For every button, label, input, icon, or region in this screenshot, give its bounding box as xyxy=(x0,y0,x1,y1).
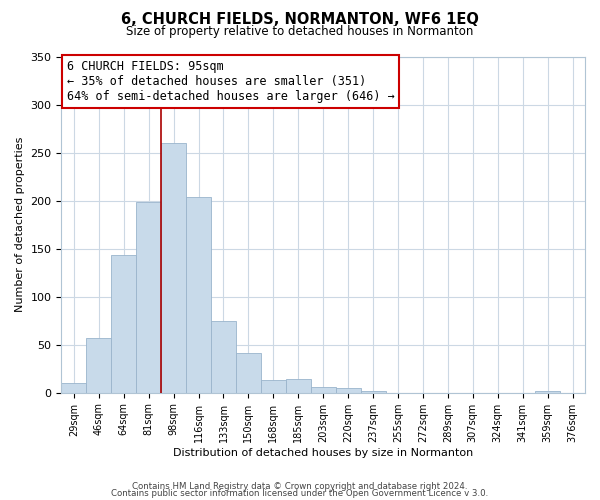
Bar xyxy=(286,380,311,392)
Bar xyxy=(311,387,335,392)
Y-axis label: Number of detached properties: Number of detached properties xyxy=(15,137,25,312)
Bar xyxy=(236,354,261,393)
Text: Contains HM Land Registry data © Crown copyright and database right 2024.: Contains HM Land Registry data © Crown c… xyxy=(132,482,468,491)
Text: Contains public sector information licensed under the Open Government Licence v : Contains public sector information licen… xyxy=(112,490,488,498)
Bar xyxy=(111,256,136,392)
X-axis label: Distribution of detached houses by size in Normanton: Distribution of detached houses by size … xyxy=(173,448,473,458)
Bar xyxy=(261,380,286,392)
Bar xyxy=(211,320,236,392)
Bar xyxy=(335,388,361,392)
Text: 6, CHURCH FIELDS, NORMANTON, WF6 1EQ: 6, CHURCH FIELDS, NORMANTON, WF6 1EQ xyxy=(121,12,479,28)
Bar xyxy=(361,391,386,392)
Text: Size of property relative to detached houses in Normanton: Size of property relative to detached ho… xyxy=(127,25,473,38)
Bar xyxy=(186,197,211,392)
Text: 6 CHURCH FIELDS: 95sqm
← 35% of detached houses are smaller (351)
64% of semi-de: 6 CHURCH FIELDS: 95sqm ← 35% of detached… xyxy=(67,60,394,103)
Bar xyxy=(86,338,111,392)
Bar xyxy=(161,143,186,392)
Bar xyxy=(61,383,86,392)
Bar xyxy=(535,391,560,392)
Bar xyxy=(136,202,161,392)
